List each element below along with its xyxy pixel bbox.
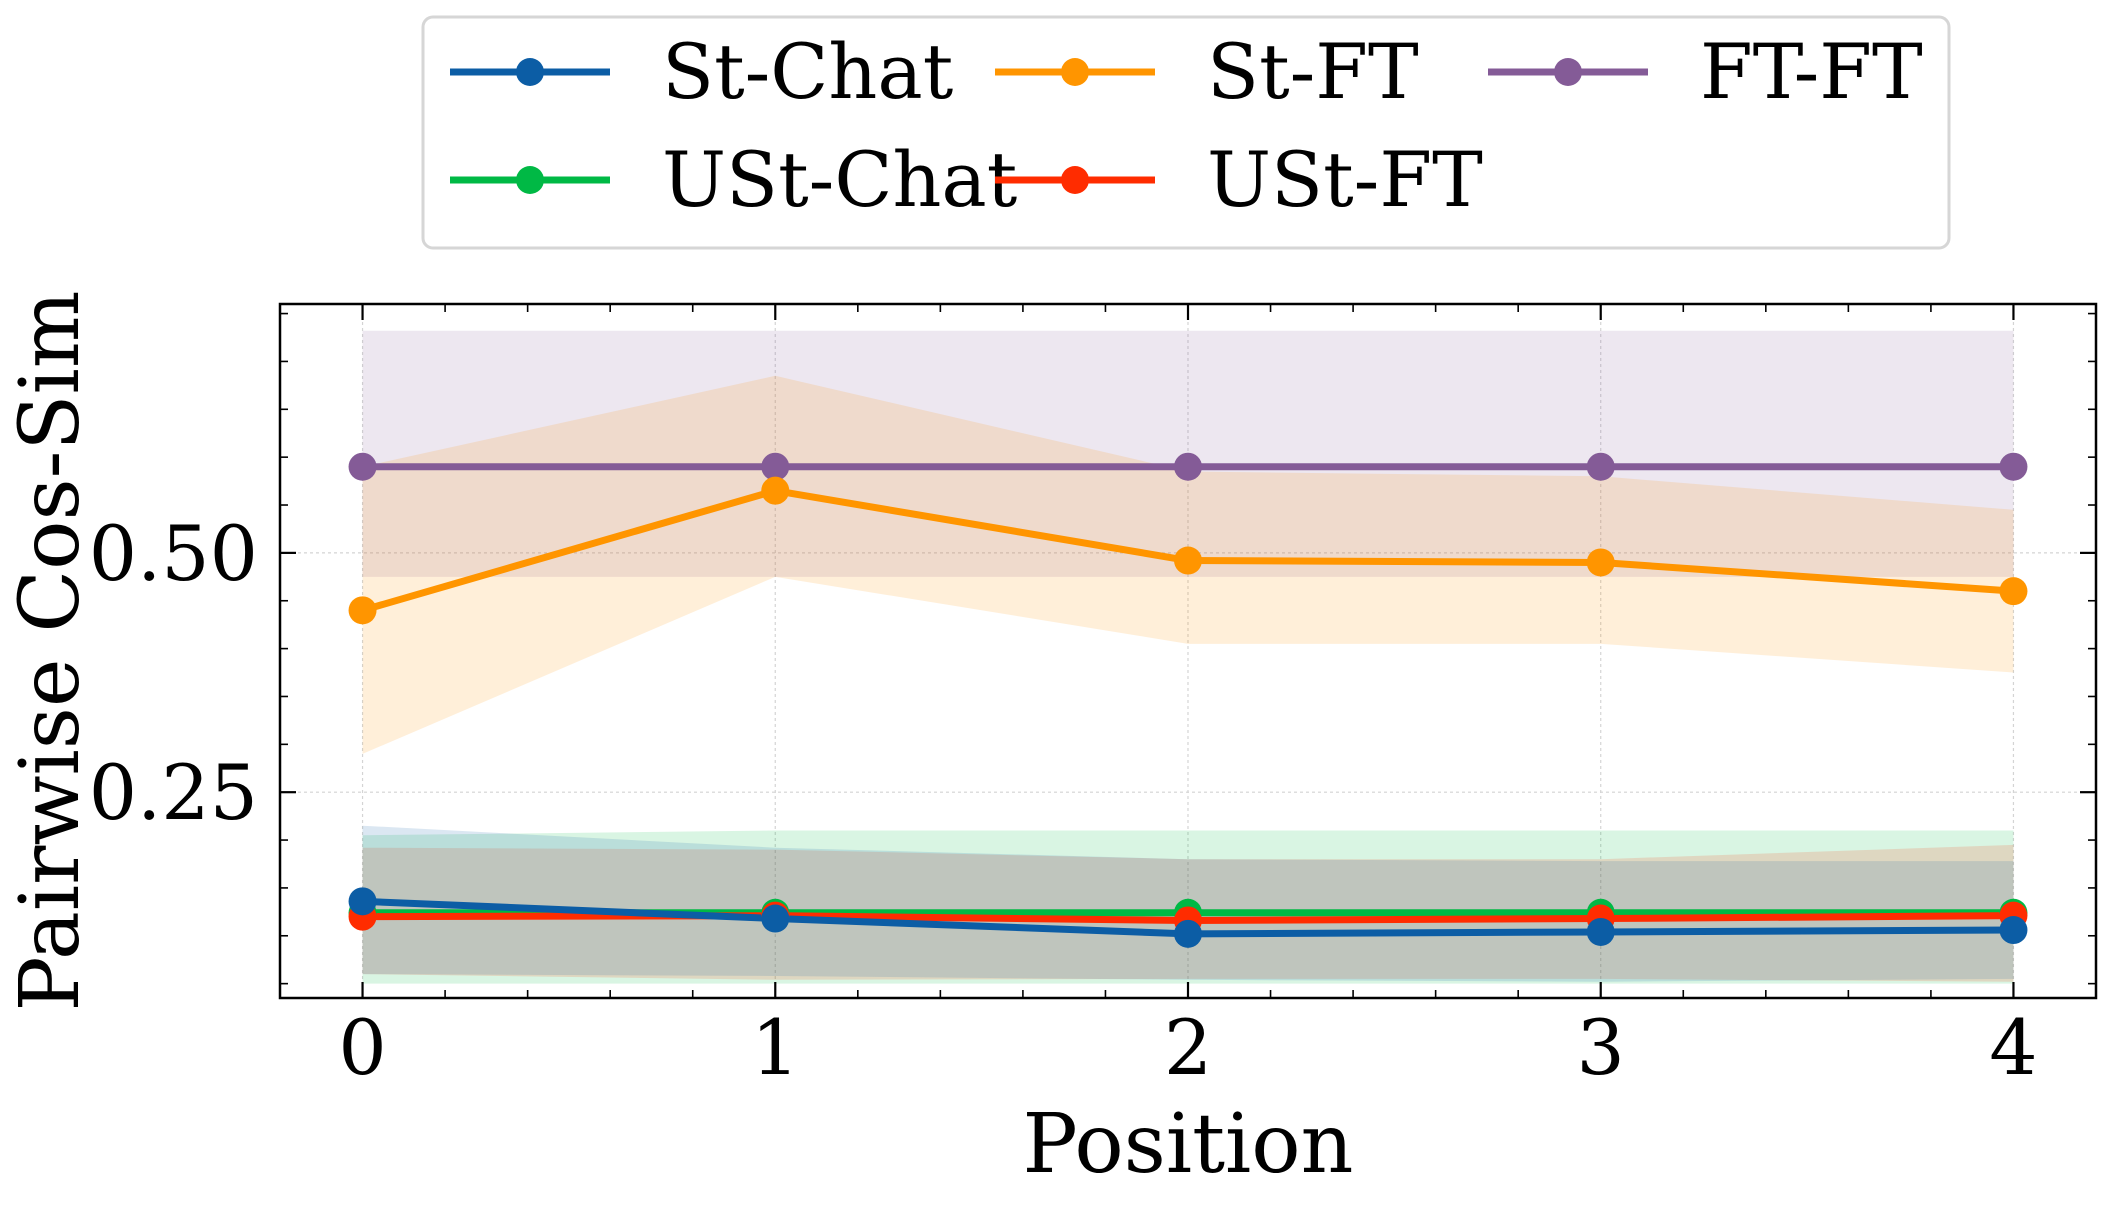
x-tick-label-0: 0 bbox=[338, 1003, 386, 1092]
point-st-chat-3 bbox=[1586, 917, 1615, 946]
point-ft-ft-4 bbox=[1999, 452, 2028, 481]
legend-marker-ft-ft bbox=[1554, 58, 1582, 86]
point-st-chat-2 bbox=[1174, 919, 1202, 948]
point-st-chat-0 bbox=[348, 887, 377, 916]
point-ft-ft-1 bbox=[761, 452, 790, 481]
x-tick-label-3: 3 bbox=[1577, 1003, 1625, 1092]
axis-ticks bbox=[279, 304, 2097, 998]
legend-marker-ust-ft bbox=[1061, 166, 1089, 194]
legend: St-Chat St-FT FT-FT USt-Chat USt-FT bbox=[421, 15, 1951, 250]
point-st-ft-0 bbox=[348, 596, 377, 625]
x-tick-label-1: 1 bbox=[751, 1003, 799, 1092]
x-tick-label-4: 4 bbox=[1989, 1003, 2037, 1092]
point-st-ft-4 bbox=[1999, 577, 2028, 606]
axis-tick-labels: 0 1 2 3 4 0.25 0.50 bbox=[89, 509, 2038, 1092]
legend-label-st-chat: St-Chat bbox=[662, 27, 953, 116]
series-points bbox=[348, 452, 2028, 948]
legend-label-ust-chat: USt-Chat bbox=[662, 135, 1017, 224]
legend-label-ust-ft: USt-FT bbox=[1207, 135, 1483, 224]
point-ft-ft-3 bbox=[1586, 452, 1615, 481]
y-tick-label-1: 0.50 bbox=[89, 509, 258, 598]
x-tick-label-2: 2 bbox=[1164, 1003, 1212, 1092]
legend-marker-ust-chat bbox=[516, 166, 544, 194]
legend-label-ft-ft: FT-FT bbox=[1700, 27, 1923, 116]
point-st-chat-1 bbox=[761, 904, 790, 933]
point-st-chat-4 bbox=[1999, 916, 2028, 945]
point-st-ft-3 bbox=[1586, 548, 1615, 577]
legend-marker-st-chat bbox=[516, 58, 544, 86]
confidence-bands bbox=[362, 330, 2014, 984]
point-st-ft-2 bbox=[1174, 546, 1202, 575]
x-axis-label: Position bbox=[1023, 1097, 1354, 1192]
y-tick-label-0: 0.25 bbox=[89, 748, 258, 837]
point-st-ft-1 bbox=[761, 476, 790, 505]
point-ft-ft-0 bbox=[348, 452, 377, 481]
legend-label-st-ft: St-FT bbox=[1207, 27, 1419, 116]
legend-marker-st-ft bbox=[1061, 58, 1089, 86]
point-ft-ft-2 bbox=[1174, 452, 1202, 481]
y-axis-label: Pairwise Cos-Sim bbox=[3, 291, 98, 1012]
